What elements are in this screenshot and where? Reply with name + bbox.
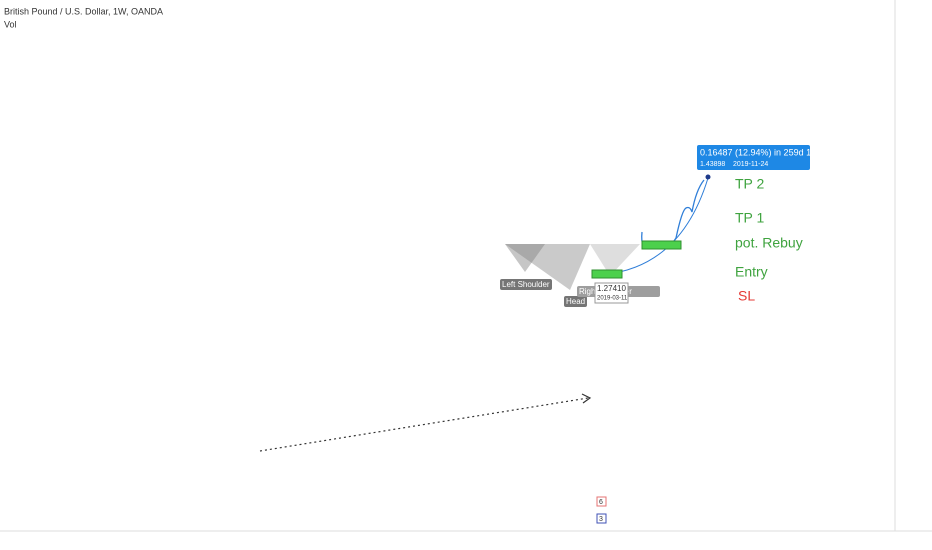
point-box xyxy=(594,282,629,304)
trend-arrow xyxy=(259,397,589,452)
badge-text: 3 xyxy=(599,516,603,523)
chart-title: British Pound / U.S. Dollar, 1W, OANDA xyxy=(4,6,163,16)
pattern-shape xyxy=(590,244,640,276)
head: Head xyxy=(566,297,585,306)
arrow-head xyxy=(581,393,592,404)
tp1-label: TP 1 xyxy=(735,210,765,226)
left-shoulder: Left Shoulder xyxy=(502,280,550,289)
entry-label: Entry xyxy=(735,264,768,280)
measure-price: 1.43898 xyxy=(700,161,725,168)
volume-title: Vol xyxy=(4,19,17,29)
pattern-shape xyxy=(505,244,590,290)
measure-box xyxy=(697,145,810,170)
sl-label: SL xyxy=(738,288,755,304)
label-box xyxy=(500,279,552,290)
pattern-shape xyxy=(505,244,545,272)
entry-box xyxy=(591,269,623,279)
measure-date: 2019-11-24 xyxy=(733,161,768,168)
point-date: 2019-03-11 xyxy=(597,296,628,302)
rebuy-box xyxy=(641,240,682,250)
badge xyxy=(596,513,607,524)
badge-text: 6 xyxy=(599,499,603,506)
measure-text: 0.16487 (12.94%) in 259d 1h xyxy=(700,147,816,157)
rebuy-label: pot. Rebuy xyxy=(735,235,803,251)
badge xyxy=(596,496,607,507)
overlay xyxy=(505,244,640,290)
point-price: 1.27410 xyxy=(597,284,626,293)
label-box xyxy=(564,296,587,307)
tp2-label: TP 2 xyxy=(735,176,765,192)
annotations: 0.16487 (12.94%) in 259d 1h 1.43898 2019… xyxy=(259,145,816,524)
target-point xyxy=(705,174,711,180)
